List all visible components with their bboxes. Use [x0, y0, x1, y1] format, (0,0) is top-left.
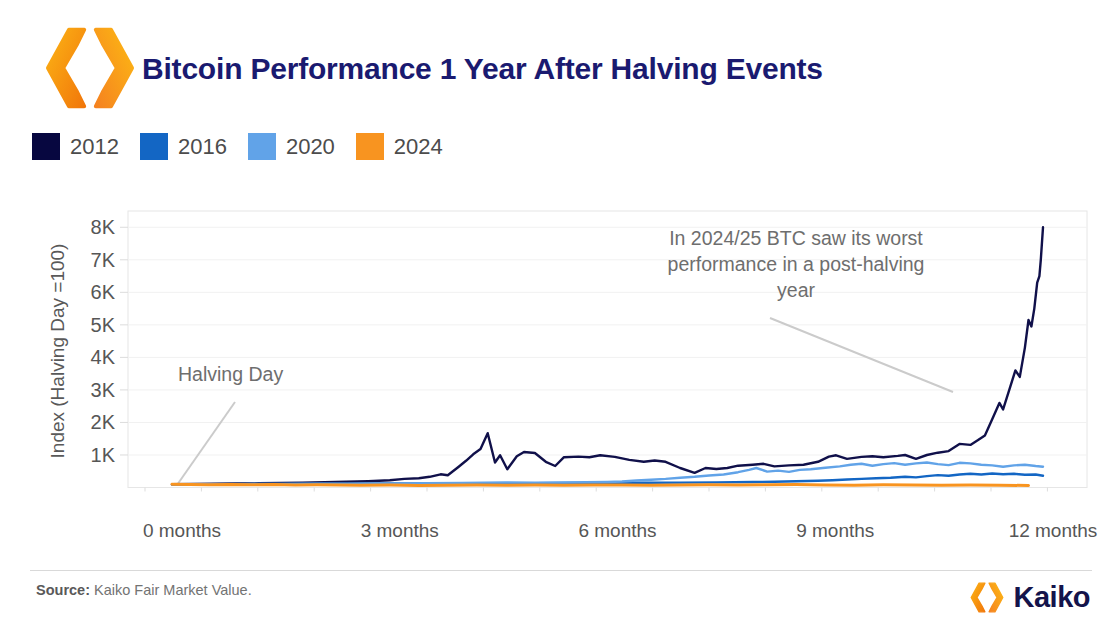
chart-canvas: 1K 2K 3K 4K 5K 6K 7K 8K 0 months 3 months 6 months…	[0, 195, 1120, 570]
legend-swatch	[32, 133, 60, 160]
y-tick-label: 7K	[91, 249, 116, 271]
annotation-2024-note: In 2024/25 BTC saw its worst performance…	[650, 225, 942, 303]
chart-area: 1K 2K 3K 4K 5K 6K 7K 8K 0 months 3 months 6 months…	[0, 195, 1120, 570]
legend-item-2012: 2012	[32, 133, 119, 160]
footer-divider	[30, 570, 1092, 571]
legend-item-2024: 2024	[356, 133, 443, 160]
kaiko-brand: Kaiko	[969, 581, 1090, 614]
legend-label: 2016	[178, 133, 227, 160]
y-axis-title: Index (Halving Day =100)	[47, 201, 69, 501]
legend-item-2016: 2016	[140, 133, 227, 160]
y-tick-label: 3K	[91, 379, 116, 401]
x-tick-label: 0 months	[143, 520, 221, 541]
page-title: Bitcoin Performance 1 Year After Halving…	[142, 52, 823, 86]
legend-item-2020: 2020	[248, 133, 335, 160]
brand-wordmark: Kaiko	[1014, 581, 1090, 614]
y-tick-label: 4K	[91, 346, 116, 368]
plot-border	[128, 211, 1087, 488]
series-line-2024	[172, 484, 1029, 485]
x-tick-label: 6 months	[578, 520, 656, 541]
source-text: Kaiko Fair Market Value.	[90, 582, 252, 598]
y-tick-label: 8K	[91, 216, 116, 238]
legend-swatch	[356, 133, 384, 160]
legend-label: 2012	[70, 133, 119, 160]
report-page: Bitcoin Performance 1 Year After Halving…	[0, 0, 1120, 640]
source-note: Source: Kaiko Fair Market Value.	[36, 582, 252, 598]
annotation-halving-day: Halving Day	[178, 363, 283, 386]
source-label: Source:	[36, 582, 90, 598]
annotation-callout-line	[177, 402, 235, 485]
kaiko-logo-icon	[969, 581, 1005, 614]
annotation-callout-line	[770, 318, 953, 392]
x-tick-label: 9 months	[796, 520, 874, 541]
legend-swatch	[248, 133, 276, 160]
kaiko-logo-icon	[42, 24, 138, 112]
y-tick-label: 5K	[91, 314, 116, 336]
legend-swatch	[140, 133, 168, 160]
series-line-2020	[172, 463, 1043, 485]
legend-label: 2020	[286, 133, 335, 160]
y-tick-label: 1K	[91, 444, 116, 466]
y-tick-label: 2K	[91, 411, 116, 433]
x-tick-label: 3 months	[361, 520, 439, 541]
legend-label: 2024	[394, 133, 443, 160]
y-tick-label: 6K	[91, 281, 116, 303]
x-tick-label: 12 months	[1009, 520, 1098, 541]
chart-legend: 2012 2016 2020 2024	[32, 133, 464, 160]
